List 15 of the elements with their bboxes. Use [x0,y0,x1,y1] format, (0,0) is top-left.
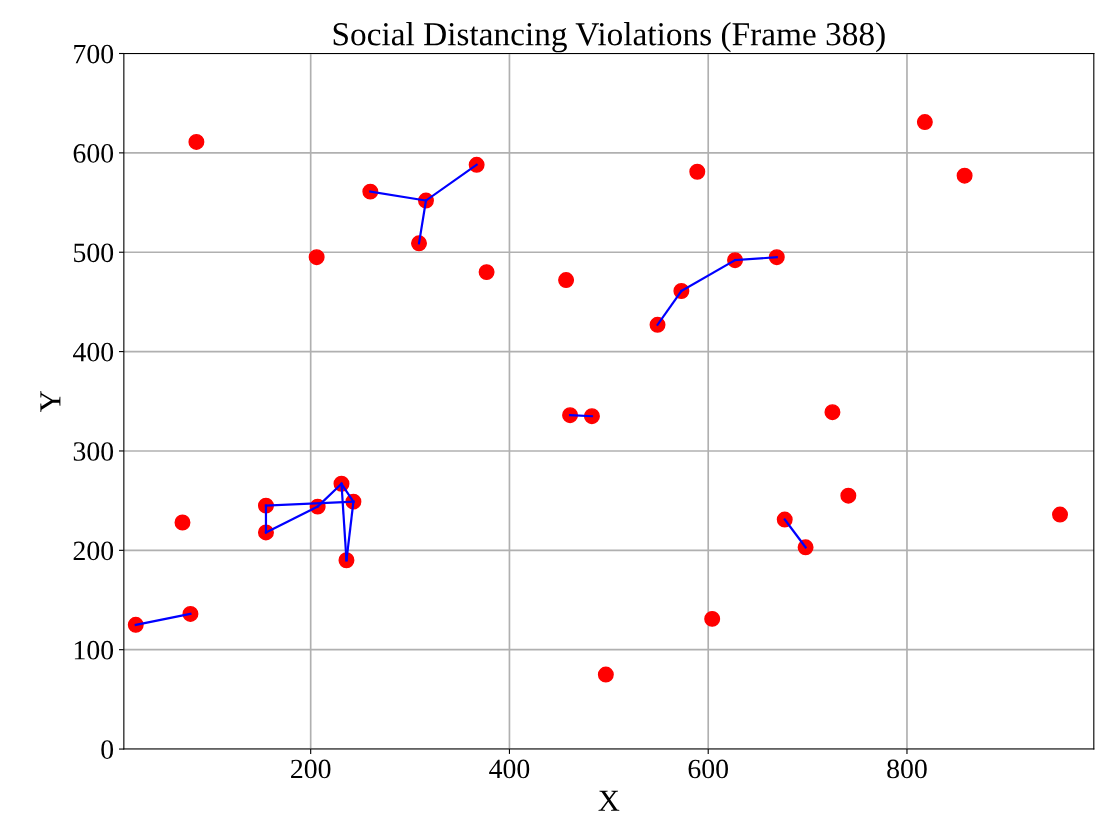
x-tick-label: 600 [688,759,728,779]
x-tick-label: 400 [489,759,530,779]
y-tick-label: 100 [74,640,114,660]
y-tick-label: 600 [73,144,114,163]
y-axis-title: Y [40,391,61,412]
x-axis-title: X [598,790,620,811]
chart-title: Social Distancing Violations (Frame 388) [333,22,885,53]
x-tick-label: 200 [291,759,331,779]
y-tick-label: 300 [73,442,114,461]
y-tick-label: 400 [73,342,114,362]
y-tick-label: 700 [74,44,114,64]
y-tick-label: 0 [101,740,114,759]
y-tick-label: 200 [73,541,114,561]
y-tick-label: 500 [74,243,114,263]
x-tick-label: 800 [887,759,927,779]
